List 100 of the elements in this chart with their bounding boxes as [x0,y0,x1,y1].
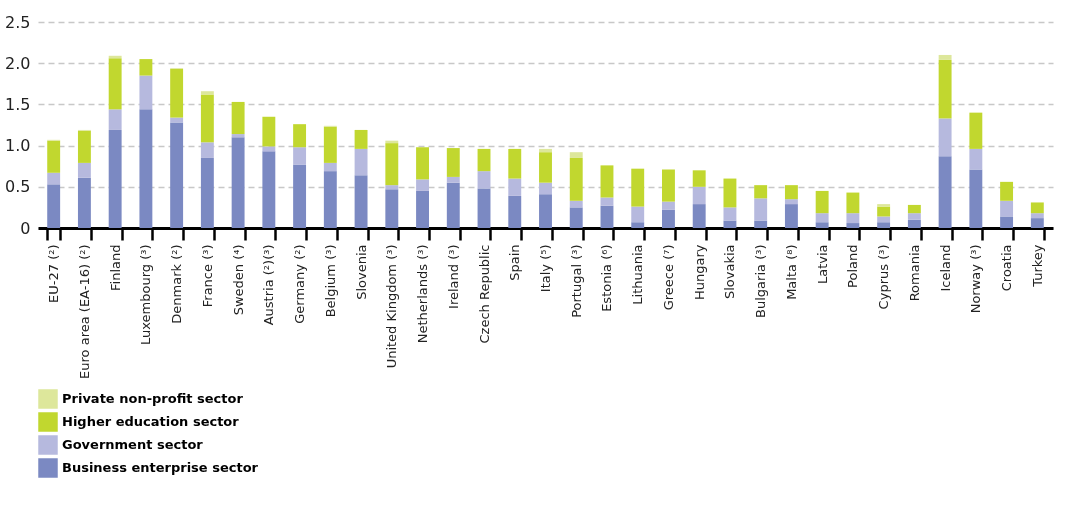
bar [108,58,122,110]
x-tick-label: Portugal (³) [568,244,584,318]
bar [170,122,184,228]
bar [508,195,522,228]
bar [815,190,829,214]
bar [631,168,645,207]
x-tick-label: Austria (²)(³) [261,244,277,326]
x-tick-label: Lithuania [630,244,646,305]
bar [1000,200,1014,217]
bar [662,169,675,202]
bar [815,222,829,228]
bar [784,199,798,205]
legend-label: Higher education sector [62,414,240,429]
bar [1030,218,1044,228]
bar [877,204,891,207]
bar [508,148,522,179]
x-tick-label: Cyprus (³) [876,244,892,310]
bar [846,223,860,228]
bar [139,75,153,110]
bar [323,162,337,172]
x-tick-label: Finland [107,244,123,291]
bar [416,179,429,191]
bar [754,220,768,228]
bar [907,219,921,228]
bar [47,140,61,173]
legend-label: Business enterprise sector [62,460,259,475]
bar [354,175,368,228]
x-tick-label: France (³) [199,244,215,308]
bar [139,109,153,228]
bar [477,171,491,189]
bar [907,213,921,220]
bar [723,178,737,208]
x-tick-label: Malta (⁸) [783,244,799,300]
bar [539,182,552,195]
bar [969,148,983,170]
bar [200,142,214,158]
x-tick-label: Romania [906,244,922,302]
x-tick-label: Estonia (⁶) [599,244,615,312]
x-tick-label: Belgium (³) [322,244,338,318]
bar [631,206,645,223]
bar [662,209,675,228]
bar [139,59,153,76]
bar [569,152,583,158]
bar [416,147,429,180]
bar [662,201,675,210]
bar [385,189,399,228]
bar [200,94,214,143]
x-tick-label: Iceland [937,244,953,292]
bar [293,147,307,165]
bar [539,148,552,153]
x-tick-label: Germany (²) [292,244,308,324]
bar [231,137,245,228]
legend-label: Private non-profit sector [62,391,244,406]
bar [754,198,768,221]
bar [877,216,891,223]
x-tick-label: Slovenia [353,244,369,300]
bar [200,91,214,95]
bar [231,134,245,138]
bar [446,176,460,183]
bar [323,171,337,228]
bar [262,151,276,228]
bar [508,178,522,196]
bar [692,204,706,228]
bar [1030,213,1044,219]
x-tick-label: Croatia [999,244,1015,292]
bar [569,200,583,208]
bar [600,205,614,228]
bar [108,109,122,130]
x-tick-label: Norway (³) [968,244,984,314]
y-tick-label: 1.0 [5,136,31,156]
bar [262,116,276,147]
bar [600,165,614,198]
bar [1030,202,1044,214]
bar [539,152,552,183]
bar [77,162,91,178]
bar [200,157,214,228]
bar [969,169,983,228]
x-tick-label: Poland [845,244,861,288]
x-tick-label: Italy (⁵) [538,244,553,293]
x-tick-label: Luxembourg (³) [138,244,154,346]
bar [907,204,921,214]
bar [293,124,307,148]
bar [416,190,429,228]
bar [1000,181,1014,201]
bar [969,112,983,149]
bar [77,177,91,228]
bar [600,197,614,206]
x-tick-label: Sweden (⁴) [230,244,246,316]
x-tick-label: Latvia [814,244,830,285]
y-tick-label: 2.0 [5,53,31,73]
bar [723,207,737,221]
bar [815,213,829,223]
bar [446,148,460,177]
x-tick-label: Bulgaria (³) [753,244,769,318]
bar [77,130,91,163]
bar [47,184,61,228]
bar [846,213,860,224]
x-tick-label: Spain [507,244,523,281]
legend-label: Government sector [62,437,204,452]
bar [293,164,307,228]
